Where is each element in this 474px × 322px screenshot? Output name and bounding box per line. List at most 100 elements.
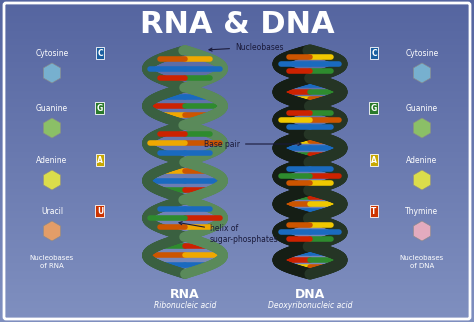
Bar: [0, 90, 474, 92]
Text: Nucleobases
of RNA: Nucleobases of RNA: [30, 255, 74, 269]
Bar: [0, 227, 474, 229]
Bar: [0, 159, 474, 161]
Bar: [0, 275, 474, 277]
Bar: [0, 182, 474, 184]
Bar: [0, 188, 474, 190]
Bar: [0, 169, 474, 171]
Bar: [0, 3, 474, 5]
Polygon shape: [413, 221, 431, 241]
Bar: [0, 245, 474, 246]
Bar: [0, 293, 474, 295]
Text: DNA: DNA: [295, 288, 325, 300]
Bar: [0, 48, 474, 50]
Bar: [0, 201, 474, 203]
Bar: [0, 31, 474, 32]
Bar: [0, 161, 474, 163]
Bar: [0, 298, 474, 299]
Bar: [0, 155, 474, 156]
Text: Guanine: Guanine: [36, 103, 68, 112]
Polygon shape: [43, 221, 61, 241]
Bar: [0, 34, 474, 35]
Bar: [0, 203, 474, 204]
Bar: [0, 98, 474, 100]
Bar: [0, 308, 474, 309]
Text: helix of
sugar-phosphates: helix of sugar-phosphates: [179, 222, 279, 244]
Polygon shape: [413, 118, 431, 138]
Text: C: C: [371, 49, 377, 58]
Bar: [0, 130, 474, 132]
Bar: [0, 250, 474, 251]
Bar: [0, 303, 474, 304]
Bar: [0, 253, 474, 254]
Bar: [0, 129, 474, 130]
Bar: [0, 316, 474, 317]
Text: Base pair: Base pair: [204, 139, 301, 148]
Bar: [0, 314, 474, 316]
Bar: [0, 282, 474, 283]
Bar: [0, 270, 474, 272]
Bar: [0, 235, 474, 237]
Bar: [0, 39, 474, 40]
Bar: [0, 229, 474, 230]
Bar: [0, 177, 474, 179]
Bar: [0, 95, 474, 97]
Bar: [0, 37, 474, 39]
Polygon shape: [43, 170, 61, 190]
Bar: [0, 262, 474, 264]
Bar: [0, 52, 474, 53]
Text: RNA & DNA: RNA & DNA: [140, 10, 334, 39]
Bar: [0, 79, 474, 80]
Polygon shape: [43, 118, 61, 138]
Bar: [0, 135, 474, 137]
Bar: [0, 61, 474, 63]
Bar: [0, 77, 474, 79]
Bar: [0, 222, 474, 224]
Bar: [0, 72, 474, 74]
Bar: [0, 53, 474, 55]
Bar: [0, 87, 474, 89]
Bar: [0, 113, 474, 114]
Bar: [0, 18, 474, 19]
Bar: [0, 172, 474, 174]
Bar: [0, 132, 474, 134]
Bar: [0, 296, 474, 298]
Bar: [0, 2, 474, 3]
Text: Nucleobases
of DNA: Nucleobases of DNA: [400, 255, 444, 269]
Bar: [0, 279, 474, 280]
Bar: [0, 119, 474, 121]
Bar: [0, 304, 474, 306]
Bar: [0, 84, 474, 85]
Text: A: A: [97, 156, 103, 165]
Bar: [0, 66, 474, 68]
Text: Adenine: Adenine: [36, 156, 68, 165]
Text: C: C: [97, 49, 103, 58]
Bar: [0, 76, 474, 77]
Bar: [0, 225, 474, 227]
Bar: [0, 5, 474, 6]
Text: Cytosine: Cytosine: [36, 49, 69, 58]
Bar: [0, 14, 474, 16]
Bar: [0, 103, 474, 105]
Bar: [0, 230, 474, 232]
Bar: [0, 317, 474, 319]
Text: G: G: [97, 103, 103, 112]
Bar: [0, 208, 474, 209]
Text: Ribonucleic acid: Ribonucleic acid: [154, 301, 216, 310]
Bar: [0, 164, 474, 166]
Text: G: G: [371, 103, 377, 112]
Bar: [0, 121, 474, 122]
Bar: [0, 187, 474, 188]
Bar: [0, 256, 474, 258]
Bar: [0, 24, 474, 26]
Bar: [0, 114, 474, 116]
Bar: [0, 258, 474, 259]
Bar: [0, 251, 474, 253]
Bar: [0, 97, 474, 98]
Bar: [0, 85, 474, 87]
Bar: [0, 299, 474, 301]
Text: Adenine: Adenine: [406, 156, 438, 165]
Bar: [0, 116, 474, 118]
Bar: [0, 237, 474, 238]
Bar: [0, 232, 474, 233]
Bar: [0, 221, 474, 222]
